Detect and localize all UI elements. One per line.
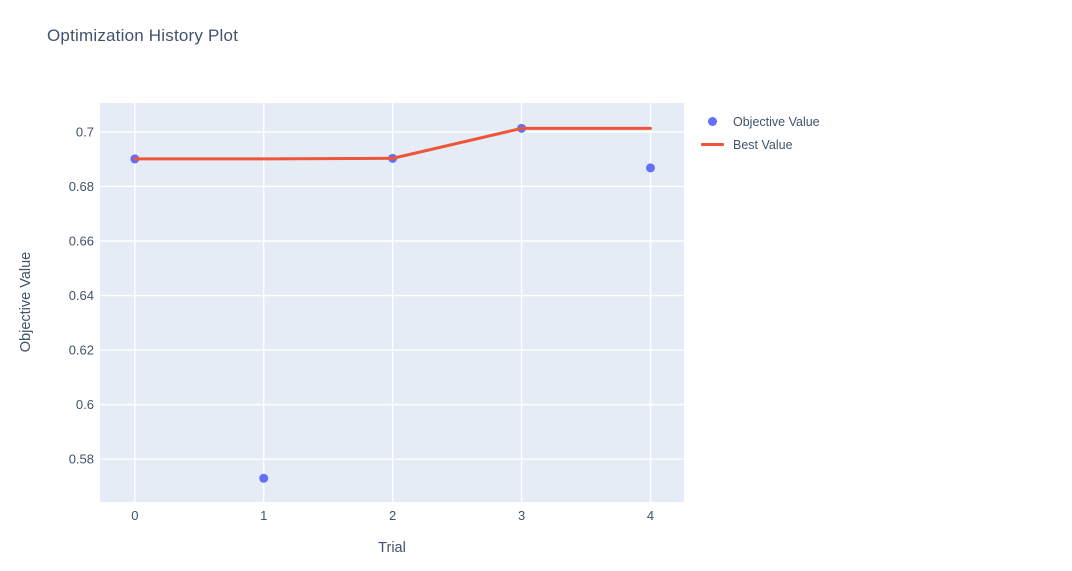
grid-layer <box>100 103 684 502</box>
legend-label-objective-value: Objective Value <box>733 114 820 129</box>
scatter-point-trial-4[interactable] <box>645 163 655 173</box>
chart-title: Optimization History Plot <box>47 26 239 45</box>
series-layer <box>130 123 655 483</box>
y-tick-label: 0.7 <box>76 124 94 139</box>
legend: Objective Value Best Value <box>701 110 820 156</box>
y-tick-label: 0.68 <box>69 179 94 194</box>
y-tick-label: 0.66 <box>69 234 94 249</box>
x-tick-label: 0 <box>131 508 138 523</box>
legend-label-best-value: Best Value <box>733 137 793 152</box>
tick-layer: 0 1 2 3 4 0.58 0.6 0.62 0.64 0.66 0.68 0.7 <box>69 124 654 523</box>
legend-item-best-value[interactable]: Best Value <box>701 133 820 156</box>
y-tick-label: 0.64 <box>69 288 94 303</box>
legend-item-objective-value[interactable]: Objective Value <box>701 110 820 133</box>
y-axis-title: Objective Value <box>18 252 34 352</box>
objective-value-marker-icon <box>701 117 724 126</box>
x-tick-label: 2 <box>389 508 396 523</box>
best-value-line[interactable] <box>133 126 652 161</box>
y-tick-label: 0.58 <box>69 452 94 467</box>
x-axis-title: Trial <box>378 540 406 556</box>
x-tick-label: 4 <box>647 508 654 523</box>
best-value-line-icon <box>701 143 724 146</box>
scatter-point-trial-1[interactable] <box>259 473 269 483</box>
x-tick-label: 3 <box>518 508 525 523</box>
y-tick-label: 0.62 <box>69 343 94 358</box>
x-tick-label: 1 <box>260 508 267 523</box>
y-tick-label: 0.6 <box>76 397 94 412</box>
